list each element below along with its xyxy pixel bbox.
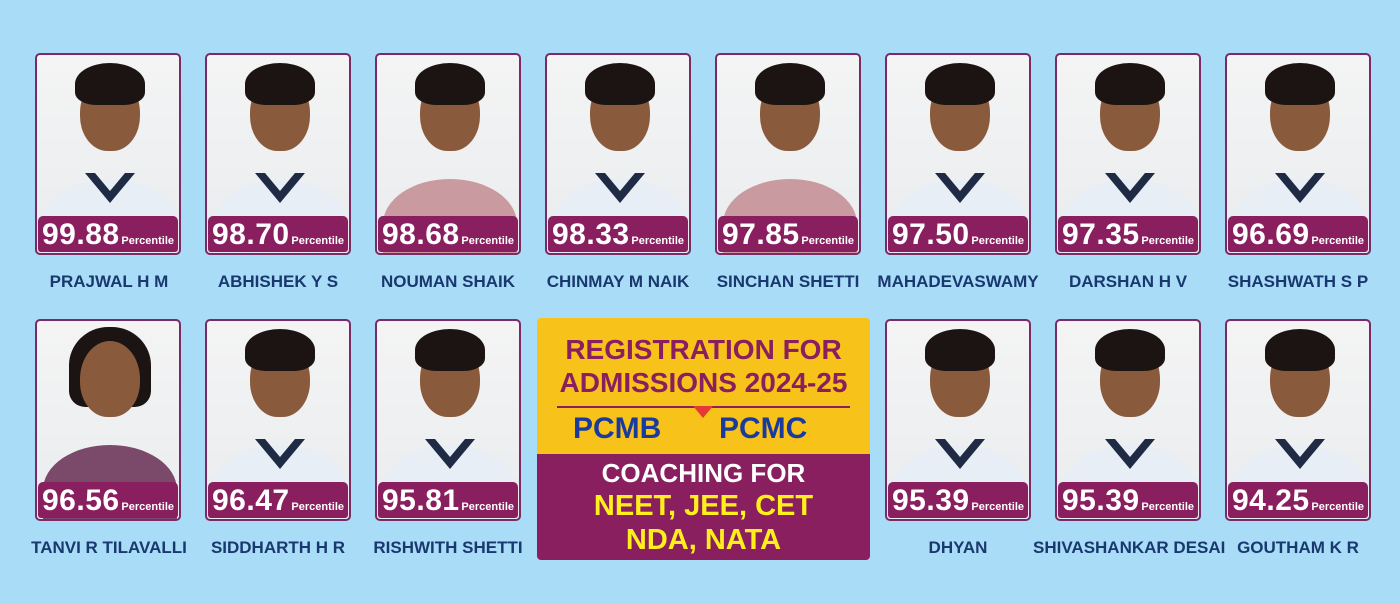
percentile-score: 98.68 bbox=[382, 218, 460, 251]
percentile-label: Percentile bbox=[801, 235, 854, 247]
student-name: DHYAN bbox=[928, 538, 988, 557]
percentile-label: Percentile bbox=[461, 501, 514, 513]
student-name: SIDDHARTH H R bbox=[210, 538, 346, 557]
percentile-badge: 96.47 Percentile bbox=[208, 482, 348, 518]
stream-pcmc: PCMC bbox=[719, 412, 808, 445]
percentile-score: 98.70 bbox=[212, 218, 290, 251]
promo-headline: REGISTRATION FOR bbox=[565, 334, 842, 365]
student-card: 97.50 Percentile bbox=[885, 53, 1031, 265]
percentile-score: 95.39 bbox=[892, 484, 970, 517]
percentile-label: Percentile bbox=[1311, 235, 1364, 247]
stream-pcmb: PCMB bbox=[573, 412, 662, 445]
percentile-label: Percentile bbox=[631, 235, 684, 247]
student-name: PRAJWAL H M bbox=[49, 272, 169, 291]
percentile-badge: 96.69 Percentile bbox=[1228, 216, 1368, 252]
student-name: SHASHWATH S P bbox=[1227, 272, 1369, 291]
percentile-badge: 97.50 Percentile bbox=[888, 216, 1028, 252]
percentile-label: Percentile bbox=[291, 501, 344, 513]
student-name: GOUTHAM K R bbox=[1237, 538, 1359, 557]
percentile-badge: 98.33 Percentile bbox=[548, 216, 688, 252]
percentile-badge: 94.25 Percentile bbox=[1228, 482, 1368, 518]
percentile-score: 96.56 bbox=[42, 484, 120, 517]
exam-list-1: NEET, JEE, CET bbox=[593, 490, 814, 522]
student-card: 98.33 Percentile bbox=[545, 53, 691, 265]
percentile-badge: 98.70 Percentile bbox=[208, 216, 348, 252]
percentile-badge: 97.35 Percentile bbox=[1058, 216, 1198, 252]
percentile-label: Percentile bbox=[1141, 235, 1194, 247]
student-name: CHINMAY M NAIK bbox=[546, 272, 690, 291]
admission-promo-panel: REGISTRATION FOR ADMISSIONS 2024-25 PCMB… bbox=[537, 318, 870, 560]
exam-list-2: NDA, NATA bbox=[625, 524, 782, 556]
percentile-score: 94.25 bbox=[1232, 484, 1310, 517]
percentile-score: 99.88 bbox=[42, 218, 120, 251]
percentile-badge: 96.56 Percentile bbox=[38, 482, 178, 518]
student-card: 95.81 Percentile bbox=[375, 319, 521, 531]
student-card: 96.56 Percentile bbox=[35, 319, 181, 531]
student-card: 97.85 Percentile bbox=[715, 53, 861, 265]
percentile-score: 96.47 bbox=[212, 484, 290, 517]
percentile-score: 95.81 bbox=[382, 484, 460, 517]
percentile-score: 96.69 bbox=[1232, 218, 1310, 251]
student-name: RISHWITH SHETTI bbox=[373, 538, 523, 557]
student-card: 96.69 Percentile bbox=[1225, 53, 1371, 265]
promo-bottom-section bbox=[537, 454, 870, 560]
student-name: MAHADEVASWAMY bbox=[877, 272, 1039, 291]
percentile-score: 98.33 bbox=[552, 218, 630, 251]
percentile-label: Percentile bbox=[1311, 501, 1364, 513]
student-card: 96.47 Percentile bbox=[205, 319, 351, 531]
student-name: DARSHAN H V bbox=[1068, 272, 1188, 291]
down-arrow-icon bbox=[693, 406, 713, 418]
percentile-badge: 95.39 Percentile bbox=[888, 482, 1028, 518]
percentile-score: 97.35 bbox=[1062, 218, 1140, 251]
student-card: 95.39 Percentile bbox=[1055, 319, 1201, 531]
percentile-label: Percentile bbox=[121, 235, 174, 247]
student-card: 99.88 Percentile bbox=[35, 53, 181, 265]
percentile-badge: 95.39 Percentile bbox=[1058, 482, 1198, 518]
percentile-score: 97.50 bbox=[892, 218, 970, 251]
student-name: TANVI R TILAVALLI bbox=[31, 538, 187, 557]
percentile-label: Percentile bbox=[971, 235, 1024, 247]
student-card: 95.39 Percentile bbox=[885, 319, 1031, 531]
student-name: NOUMAN SHAIK bbox=[380, 272, 516, 291]
percentile-score: 95.39 bbox=[1062, 484, 1140, 517]
percentile-label: Percentile bbox=[121, 501, 174, 513]
percentile-label: Percentile bbox=[461, 235, 514, 247]
percentile-badge: 99.88 Percentile bbox=[38, 216, 178, 252]
student-name: SINCHAN SHETTI bbox=[716, 272, 860, 291]
percentile-badge: 95.81 Percentile bbox=[378, 482, 518, 518]
student-card: 98.68 Percentile bbox=[375, 53, 521, 265]
promo-subheadline: ADMISSIONS 2024-25 bbox=[559, 367, 848, 398]
percentile-badge: 97.85 Percentile bbox=[718, 216, 858, 252]
percentile-label: Percentile bbox=[971, 501, 1024, 513]
percentile-badge: 98.68 Percentile bbox=[378, 216, 518, 252]
percentile-score: 97.85 bbox=[722, 218, 800, 251]
student-card: 98.70 Percentile bbox=[205, 53, 351, 265]
coaching-heading: COACHING FOR bbox=[601, 458, 806, 488]
student-name: SHIVASHANKAR DESAI bbox=[1033, 538, 1226, 557]
student-card: 97.35 Percentile bbox=[1055, 53, 1201, 265]
percentile-label: Percentile bbox=[1141, 501, 1194, 513]
student-name: ABHISHEK Y S bbox=[217, 272, 339, 291]
percentile-label: Percentile bbox=[291, 235, 344, 247]
promo-top-section bbox=[537, 318, 870, 454]
student-card: 94.25 Percentile bbox=[1225, 319, 1371, 531]
